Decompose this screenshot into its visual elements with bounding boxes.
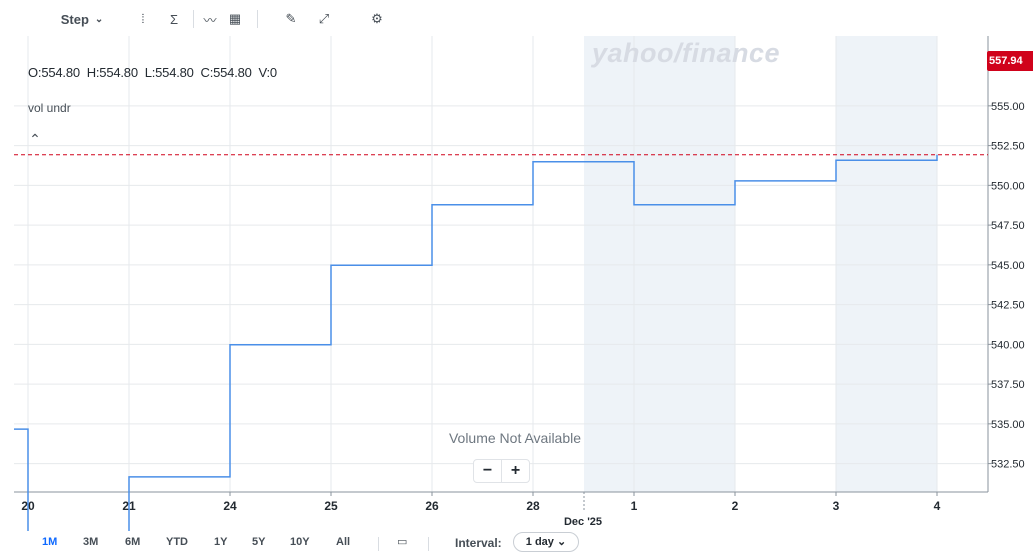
- range-divider: [428, 537, 429, 551]
- x-tick-label: 3: [833, 499, 840, 513]
- y-tick-label: 532.50: [991, 459, 1025, 471]
- yahoo-finance-watermark: yahoo/finance: [592, 38, 780, 69]
- interval-label: Interval:: [455, 536, 502, 550]
- range-divider: [378, 537, 379, 551]
- volume-underlay-label[interactable]: vol undr: [28, 101, 71, 115]
- zoom-out-button[interactable]: −: [474, 460, 502, 482]
- y-tick-label: 555.00: [991, 101, 1025, 113]
- y-tick-label: 542.50: [991, 300, 1025, 312]
- x-tick-label: 25: [324, 499, 338, 513]
- interval-dropdown[interactable]: 1 day ⌄: [513, 532, 579, 552]
- x-tick-label: 1: [631, 499, 638, 513]
- range-ytd-button[interactable]: YTD: [166, 536, 188, 548]
- range-5y-button[interactable]: 5Y: [252, 536, 265, 548]
- volume-not-available: Volume Not Available: [400, 430, 630, 446]
- range-6m-button[interactable]: 6M: [125, 536, 140, 548]
- y-tick-label: 540.00: [991, 339, 1025, 351]
- range-bar: 1M 3M 6M YTD 1Y 5Y 10Y All ▭ Interval: 1…: [0, 531, 1033, 551]
- chevron-up-icon[interactable]: ⌃: [26, 130, 44, 148]
- y-tick-label: 535.00: [991, 419, 1025, 431]
- y-tick-label: 550.00: [991, 180, 1025, 192]
- x-tick-label: 2: [732, 499, 739, 513]
- range-all-button[interactable]: All: [336, 536, 350, 548]
- month-label: Dec '25: [564, 516, 602, 528]
- y-tick-label: 552.50: [991, 141, 1025, 153]
- x-tick-label: 26: [425, 499, 439, 513]
- zoom-in-button[interactable]: +: [502, 460, 529, 482]
- range-1m-button[interactable]: 1M: [42, 536, 57, 548]
- zoom-controls: − +: [473, 459, 530, 483]
- y-tick-label: 547.50: [991, 220, 1025, 232]
- interval-value: 1 day: [526, 536, 554, 548]
- current-price-badge: 557.94: [987, 51, 1033, 71]
- y-tick-label: 545.00: [991, 260, 1025, 272]
- y-tick-label: 537.50: [991, 379, 1025, 391]
- calendar-icon[interactable]: ▭: [397, 535, 407, 548]
- range-3m-button[interactable]: 3M: [83, 536, 98, 548]
- x-tick-label: 28: [526, 499, 540, 513]
- x-tick-label: 24: [223, 499, 237, 513]
- x-tick-label: 4: [934, 499, 941, 513]
- ohlc-readout: O:554.80 H:554.80 L:554.80 C:554.80 V:0: [28, 65, 277, 80]
- range-1y-button[interactable]: 1Y: [214, 536, 227, 548]
- chevron-down-icon: ⌄: [557, 536, 566, 548]
- range-10y-button[interactable]: 10Y: [290, 536, 310, 548]
